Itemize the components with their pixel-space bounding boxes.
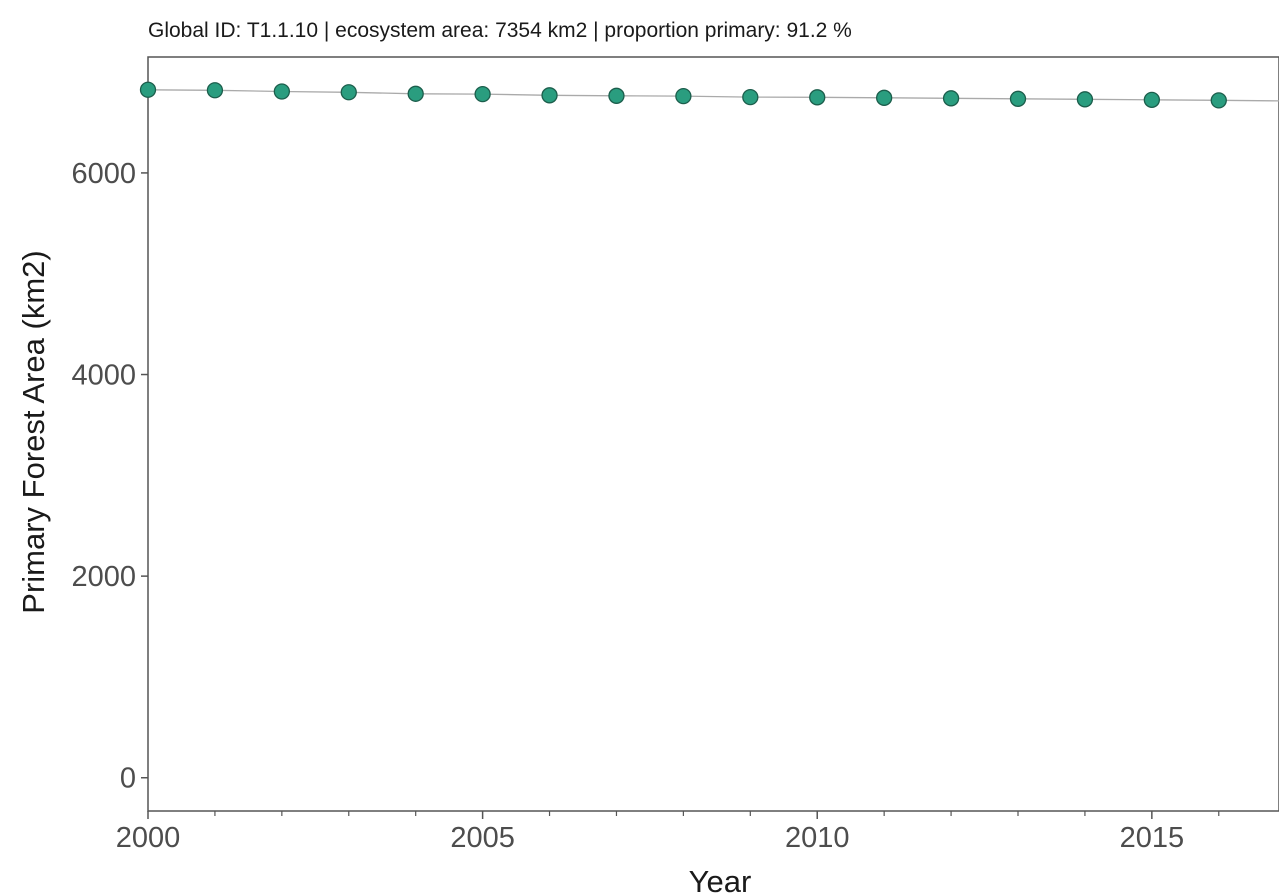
y-tick-label: 0 — [120, 763, 136, 795]
plot-area — [139, 56, 1279, 812]
y-tick-label: 6000 — [71, 158, 136, 190]
x-tick-label: 2000 — [116, 822, 181, 854]
y-axis-title: Primary Forest Area (km2) — [16, 250, 51, 613]
data-point — [407, 85, 424, 102]
x-tick-label: 2010 — [785, 822, 850, 854]
y-tick-label: 2000 — [71, 561, 136, 593]
series-line — [147, 89, 1279, 102]
chart-title: Global ID: T1.1.10 | ecosystem area: 735… — [148, 19, 852, 42]
panel-border — [147, 56, 1279, 812]
data-point — [340, 84, 357, 101]
data-point — [742, 88, 759, 106]
data-point — [273, 83, 290, 100]
data-point — [608, 87, 625, 104]
data-point — [474, 85, 491, 103]
y-tick-label: 4000 — [71, 360, 136, 392]
data-point — [1076, 91, 1094, 108]
data-point — [1009, 90, 1027, 107]
series-group — [139, 81, 1279, 109]
data-point — [675, 87, 692, 105]
data-point — [139, 81, 157, 98]
data-point — [541, 87, 558, 104]
data-point — [876, 89, 893, 106]
x-axis-title: Year — [689, 864, 752, 895]
data-point — [942, 90, 960, 107]
data-point — [1143, 91, 1160, 108]
x-tick-label: 2005 — [450, 822, 515, 854]
data-point — [1210, 92, 1227, 109]
data-point — [809, 89, 826, 106]
y-axis: 0 2000 4000 6000 — [71, 158, 148, 795]
data-point — [206, 82, 224, 99]
x-tick-label: 2015 — [1120, 822, 1185, 854]
x-axis: 2000 2005 2010 2015 — [116, 811, 1220, 854]
